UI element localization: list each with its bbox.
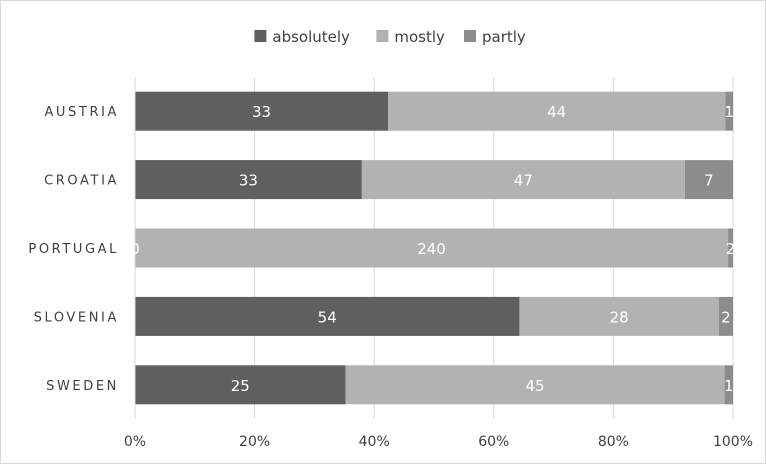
bar-sweden-partly <box>724 365 733 405</box>
legend-swatch-absolutely <box>254 30 267 42</box>
bar-portugal-partly <box>728 228 733 268</box>
data-label-croatia-absolutely: 33 <box>239 172 258 190</box>
data-label-slovenia-mostly: 28 <box>610 308 629 326</box>
bar-portugal-mostly <box>135 228 729 268</box>
data-label-croatia-partly: 7 <box>704 172 714 190</box>
x-tick-label: 40% <box>359 434 390 450</box>
data-label-austria-partly: 1 <box>724 103 734 121</box>
x-tick-label: 60% <box>478 434 509 450</box>
legend-swatch-partly <box>464 30 476 42</box>
data-label-portugal-partly: 2 <box>726 240 736 258</box>
legend-label-absolutely: absolutely <box>272 28 350 46</box>
legend-label-mostly: mostly <box>394 28 445 46</box>
data-label-sweden-partly: 1 <box>724 377 734 395</box>
data-label-austria-absolutely: 33 <box>252 103 271 121</box>
bar-croatia-mostly <box>361 160 685 200</box>
bar-croatia-partly <box>684 160 733 200</box>
data-label-slovenia-partly: 2 <box>721 308 731 326</box>
x-tick-label: 20% <box>239 434 270 450</box>
axis: 0% 20% 40% 60% 80% 100% AUSTRIA CROATIA PORTUGAL… <box>28 77 753 450</box>
bar-austria-absolutely <box>135 91 388 131</box>
data-label-portugal-absolutely: 0 <box>130 240 140 258</box>
bar-austria-mostly <box>388 91 726 131</box>
bar-sweden-mostly <box>345 365 725 405</box>
bar-slovenia-partly <box>718 296 733 336</box>
category-label-portugal: PORTUGAL <box>28 242 119 257</box>
category-label-slovenia: SLOVENIA <box>34 310 119 325</box>
x-tick-label: 80% <box>598 434 629 450</box>
legend-label-partly: partly <box>482 28 526 46</box>
category-label-croatia: CROATIA <box>44 174 119 189</box>
category-label-austria: AUSTRIA <box>44 105 119 120</box>
bar-slovenia-absolutely <box>135 296 520 336</box>
data-label-austria-mostly: 44 <box>547 103 566 121</box>
category-label-sweden: SWEDEN <box>46 379 119 394</box>
data-label-croatia-mostly: 47 <box>514 172 533 190</box>
bar-austria-partly <box>725 91 733 131</box>
data-label-slovenia-absolutely: 54 <box>318 308 337 326</box>
bars <box>135 91 733 405</box>
data-label-sweden-absolutely: 25 <box>231 377 250 395</box>
legend-swatch-mostly <box>376 30 389 42</box>
legend: absolutely mostly partly <box>254 28 526 46</box>
data-label-sweden-mostly: 45 <box>526 377 545 395</box>
bar-sweden-absolutely <box>135 365 346 405</box>
bar-croatia-absolutely <box>135 160 362 200</box>
x-tick-label: 0% <box>124 434 146 450</box>
data-label-portugal-mostly: 240 <box>417 240 446 258</box>
bar-slovenia-mostly <box>519 296 719 336</box>
x-tick-label: 100% <box>713 434 753 450</box>
data-labels: 33 44 1 33 47 7 0 240 2 54 28 2 25 45 1 <box>130 103 735 395</box>
